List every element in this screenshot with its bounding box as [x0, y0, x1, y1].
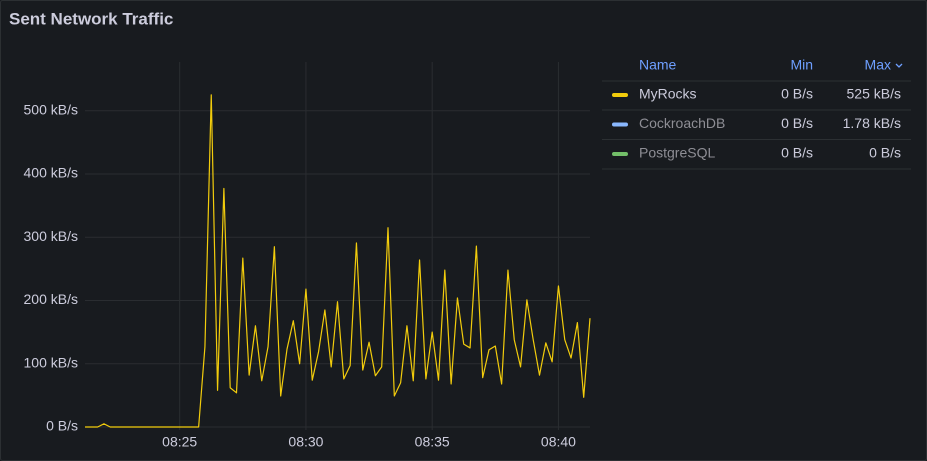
legend-header[interactable]: Name — [639, 57, 677, 73]
x-tick-label: 08:25 — [162, 434, 197, 450]
legend-swatch — [612, 93, 628, 97]
legend-name[interactable]: CockroachDB — [639, 115, 725, 131]
legend-max: 525 kB/s — [847, 86, 901, 102]
series-line — [85, 94, 591, 428]
legend-min: 0 B/s — [781, 145, 813, 161]
x-tick-label: 08:40 — [541, 434, 576, 450]
legend-name[interactable]: MyRocks — [639, 86, 697, 102]
legend-header[interactable]: Min — [790, 57, 813, 73]
x-tick-label: 08:30 — [288, 434, 323, 450]
legend-min: 0 B/s — [781, 86, 813, 102]
legend-swatch — [612, 122, 628, 127]
y-tick-label: 0 B/s — [46, 418, 78, 434]
y-tick-label: 500 kB/s — [24, 101, 78, 117]
legend-swatch — [612, 152, 628, 156]
legend-header[interactable]: Max — [865, 57, 891, 73]
chart-title: Sent Network Traffic — [9, 9, 173, 28]
legend-min: 0 B/s — [781, 115, 813, 131]
legend-max: 0 B/s — [869, 145, 901, 161]
y-tick-label: 100 kB/s — [24, 354, 78, 370]
sort-icon — [895, 63, 903, 68]
y-tick-label: 300 kB/s — [24, 228, 78, 244]
legend-name[interactable]: PostgreSQL — [639, 145, 715, 161]
y-tick-label: 400 kB/s — [24, 165, 78, 181]
legend-max: 1.78 kB/s — [843, 115, 901, 131]
y-tick-label: 200 kB/s — [24, 291, 78, 307]
x-tick-label: 08:35 — [415, 434, 450, 450]
